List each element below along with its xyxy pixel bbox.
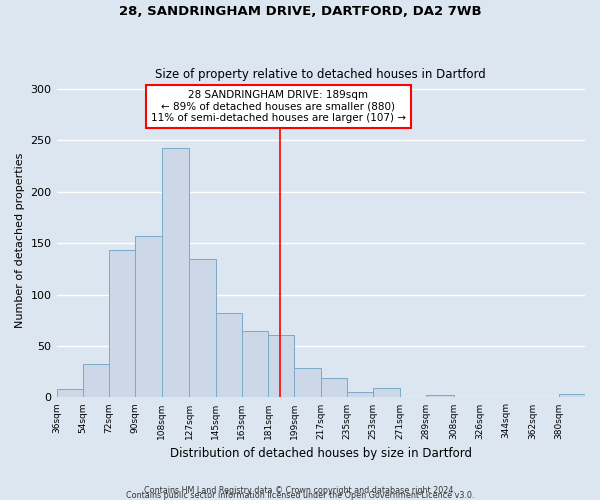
Bar [161, 148, 190, 398]
Y-axis label: Number of detached properties: Number of detached properties [15, 153, 25, 328]
Text: 28 SANDRINGHAM DRIVE: 189sqm
← 89% of detached houses are smaller (880)
11% of s: 28 SANDRINGHAM DRIVE: 189sqm ← 89% of de… [151, 90, 406, 123]
Bar [136, 236, 161, 398]
Title: Size of property relative to detached houses in Dartford: Size of property relative to detached ho… [155, 68, 486, 81]
Bar [426, 396, 454, 398]
Bar [295, 368, 321, 398]
Bar [83, 364, 109, 398]
Text: Contains HM Land Registry data © Crown copyright and database right 2024.: Contains HM Land Registry data © Crown c… [144, 486, 456, 495]
X-axis label: Distribution of detached houses by size in Dartford: Distribution of detached houses by size … [170, 447, 472, 460]
Bar [347, 392, 373, 398]
Text: Contains public sector information licensed under the Open Government Licence v3: Contains public sector information licen… [126, 491, 474, 500]
Bar [268, 334, 295, 398]
Text: 28, SANDRINGHAM DRIVE, DARTFORD, DA2 7WB: 28, SANDRINGHAM DRIVE, DARTFORD, DA2 7WB [119, 5, 481, 18]
Bar [321, 378, 347, 398]
Bar [190, 258, 215, 398]
Bar [109, 250, 136, 398]
Bar [242, 330, 268, 398]
Bar [373, 388, 400, 398]
Bar [56, 389, 83, 398]
Bar [559, 394, 585, 398]
Bar [215, 313, 242, 398]
